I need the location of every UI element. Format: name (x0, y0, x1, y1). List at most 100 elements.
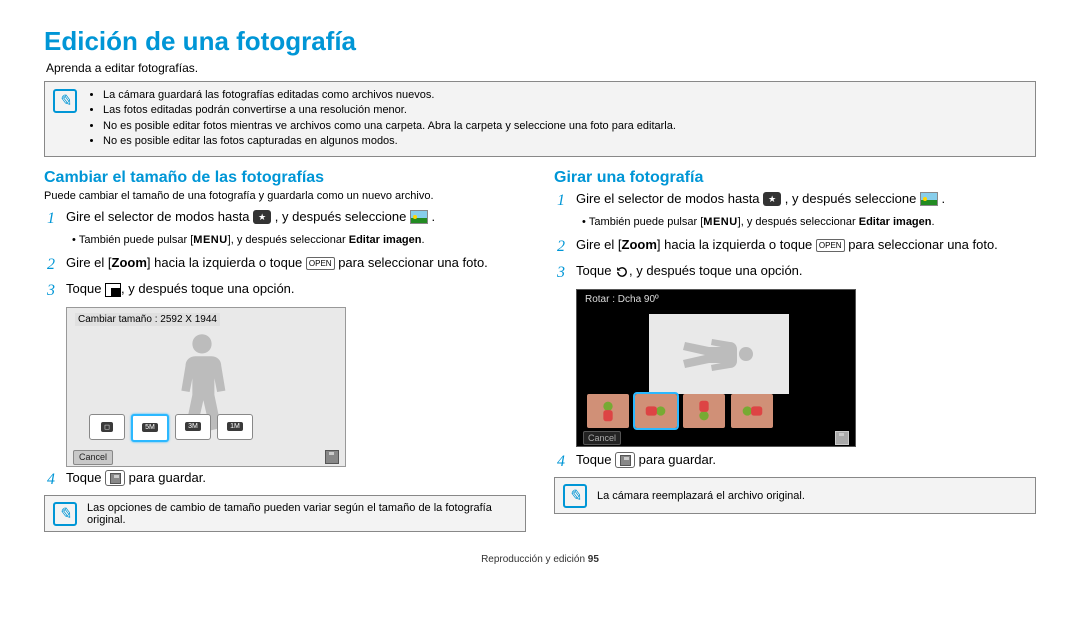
left-step-1: 1 Gire el selector de modos hasta ★ , y … (44, 208, 526, 230)
thumb[interactable] (587, 394, 629, 428)
cancel-button[interactable]: Cancel (73, 450, 113, 465)
page-title: Edición de una fotografía (44, 26, 1036, 57)
step-number: 1 (44, 208, 58, 230)
size-option[interactable]: 3M (175, 414, 211, 440)
text: , y después toque una opción. (121, 281, 294, 296)
text: , y después seleccione (785, 191, 920, 206)
top-notes-list: La cámara guardará las fotografías edita… (87, 88, 676, 150)
left-step-3: 3 Toque , y después toque una opción. (44, 280, 526, 302)
text: ], y después seleccionar (738, 216, 859, 228)
save-pill-icon (615, 452, 635, 468)
text: También puede pulsar [ (79, 234, 193, 246)
cancel-button[interactable]: Cancel (583, 431, 621, 445)
left-column: Cambiar el tamaño de las fotografías Pue… (44, 169, 526, 545)
text: ] hacia la izquierda o toque (657, 237, 816, 252)
size-buttons: ◻ 5M 3M 1M (89, 414, 253, 442)
note-item: La cámara guardará las fotografías edita… (103, 88, 676, 103)
device-footer: Cancel (67, 449, 345, 466)
top-info-box: ✎ La cámara guardará las fotografías edi… (44, 81, 1036, 157)
right-heading: Girar una fotografía (554, 169, 1036, 187)
text: , y después toque una opción. (629, 263, 802, 278)
text: Gire el selector de modos hasta (66, 209, 253, 224)
rotated-child-silhouette (649, 314, 789, 394)
note-icon: ✎ (53, 502, 77, 526)
text: Zoom (622, 237, 657, 252)
note-icon: ✎ (563, 484, 587, 508)
step-number: 4 (554, 451, 568, 473)
text: , y después seleccione (275, 209, 410, 224)
step-number: 2 (554, 236, 568, 258)
text: para guardar. (635, 452, 716, 467)
size-option[interactable]: 1M (217, 414, 253, 440)
photo-icon (920, 192, 938, 206)
text: Toque (576, 263, 615, 278)
note-item: No es posible editar fotos mientras ve a… (103, 119, 676, 134)
menu-icon: MENU (193, 234, 227, 246)
right-step-4: 4 Toque para guardar. (554, 451, 1036, 473)
open-icon: OPEN (816, 239, 845, 252)
save-icon[interactable] (835, 431, 849, 445)
step-number: 2 (44, 254, 58, 276)
text: Toque (576, 452, 615, 467)
save-pill-icon (105, 470, 125, 486)
right-step-3: 3 Toque , y después toque una opción. (554, 262, 1036, 284)
step-number: 4 (44, 469, 58, 491)
text: para guardar. (125, 470, 206, 485)
note-item: No es posible editar las fotos capturada… (103, 134, 676, 149)
menu-icon: MENU (703, 216, 737, 228)
thumb[interactable] (731, 394, 773, 428)
left-step-4: 4 Toque para guardar. (44, 469, 526, 491)
label: 3M (185, 422, 201, 431)
page-subtitle: Aprenda a editar fotografías. (46, 61, 1036, 75)
thumb-selected[interactable] (635, 394, 677, 428)
save-icon[interactable] (325, 450, 339, 464)
footer-text: Reproducción y edición (481, 554, 588, 565)
left-bottom-note: ✎ Las opciones de cambio de tamaño puede… (44, 495, 526, 532)
left-step-1-bullet: • También puede pulsar [MENU], y después… (72, 234, 526, 246)
size-option-selected[interactable]: 5M (131, 414, 169, 442)
text: Toque (66, 281, 105, 296)
open-icon: OPEN (306, 257, 335, 270)
step-number: 1 (554, 190, 568, 212)
left-step-2: 2 Gire el [Zoom] hacia la izquierda o to… (44, 254, 526, 276)
photo-icon (410, 210, 428, 224)
text: ] hacia la izquierda o toque (147, 255, 306, 270)
right-step-1: 1 Gire el selector de modos hasta ★ , y … (554, 190, 1036, 212)
mode-dial-icon: ★ (253, 210, 271, 224)
mode-dial-icon: ★ (763, 192, 781, 206)
right-bottom-note: ✎ La cámara reemplazará el archivo origi… (554, 477, 1036, 514)
text: Editar imagen (349, 234, 422, 246)
text: Las opciones de cambio de tamaño pueden … (87, 502, 517, 526)
text: Editar imagen (859, 216, 932, 228)
thumb[interactable] (683, 394, 725, 428)
rotate-icon (615, 265, 629, 279)
text: También puede pulsar [ (589, 216, 703, 228)
note-item: Las fotos editadas podrán convertirse a … (103, 103, 676, 118)
label: 1M (227, 422, 243, 431)
device2-footer: Cancel (577, 430, 855, 446)
text: Gire el [ (576, 237, 622, 252)
rotation-thumbs (587, 394, 773, 428)
text: Gire el [ (66, 255, 112, 270)
step-number: 3 (554, 262, 568, 284)
text: Zoom (112, 255, 147, 270)
text: Gire el selector de modos hasta (576, 191, 763, 206)
right-step-1-bullet: • También puede pulsar [MENU], y después… (582, 216, 1036, 228)
left-heading: Cambiar el tamaño de las fotografías (44, 169, 526, 187)
size-option[interactable]: ◻ (89, 414, 125, 440)
page-footer: Reproducción y edición 95 (44, 554, 1036, 565)
rotate-label: Rotar : Dcha 90º (585, 294, 659, 305)
label: 5M (142, 423, 158, 432)
note-icon: ✎ (53, 89, 77, 113)
right-step-2: 2 Gire el [Zoom] hacia la izquierda o to… (554, 236, 1036, 258)
text: para seleccionar una foto. (845, 237, 998, 252)
left-lead: Puede cambiar el tamaño de una fotografí… (44, 190, 526, 202)
text: para seleccionar una foto. (335, 255, 488, 270)
page-number: 95 (588, 554, 599, 565)
text: ], y después seleccionar (228, 234, 349, 246)
rotate-screenshot: Rotar : Dcha 90º Cancel (576, 289, 856, 447)
right-column: Girar una fotografía 1 Gire el selector … (554, 169, 1036, 545)
resize-icon (105, 283, 121, 297)
resize-label: Cambiar tamaño : 2592 X 1944 (75, 313, 220, 326)
text: La cámara reemplazará el archivo origina… (597, 490, 805, 502)
